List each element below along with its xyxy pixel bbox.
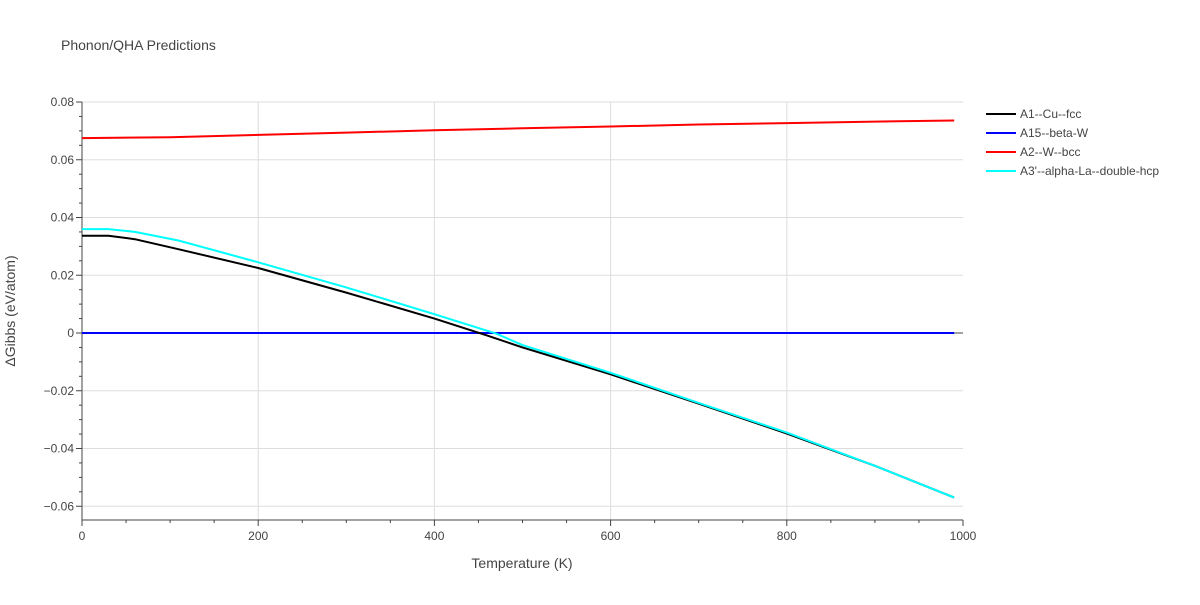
y-tick-label: −0.02 — [44, 384, 75, 398]
legend-label: A3'--alpha-La--double-hcp — [1020, 164, 1159, 178]
series-lines — [81, 119, 955, 499]
y-axis-title: ΔGibbs (eV/atom) — [2, 255, 18, 366]
x-tick-label: 1000 — [950, 529, 977, 543]
x-tick-label: 600 — [601, 529, 621, 543]
chart-title: Phonon/QHA Predictions — [61, 37, 216, 53]
y-tick-label: 0.06 — [51, 153, 75, 167]
series-line-a2-w-bcc — [81, 119, 955, 140]
y-tick-label: 0.02 — [51, 268, 75, 282]
grid-lines — [82, 101, 963, 520]
y-tick-label: −0.04 — [44, 442, 75, 456]
y-tick-label: 0.04 — [51, 211, 75, 225]
x-tick-label: 400 — [424, 529, 444, 543]
series-line-a3-alpha-la-double-hcp — [82, 228, 955, 499]
x-tick-label: 800 — [777, 529, 797, 543]
x-axis-title: Temperature (K) — [471, 555, 572, 571]
axes — [76, 101, 964, 526]
legend-label: A1--Cu--fcc — [1020, 107, 1081, 121]
tick-labels: 0 200 400 600 800 1000 −0.06 −0.04 −0.02 0 0.02 0.0… — [44, 95, 977, 543]
y-tick-label: 0.08 — [51, 95, 75, 109]
y-tick-label: 0 — [67, 326, 74, 340]
legend-label: A15--beta-W — [1020, 126, 1089, 140]
legend: A1--Cu--fcc A15--beta-W A2--W--bcc A3'--alp… — [986, 107, 1159, 178]
x-tick-label: 0 — [79, 529, 86, 543]
y-tick-label: −0.06 — [44, 499, 75, 513]
x-tick-label: 200 — [248, 529, 268, 543]
legend-label: A2--W--bcc — [1020, 145, 1080, 159]
